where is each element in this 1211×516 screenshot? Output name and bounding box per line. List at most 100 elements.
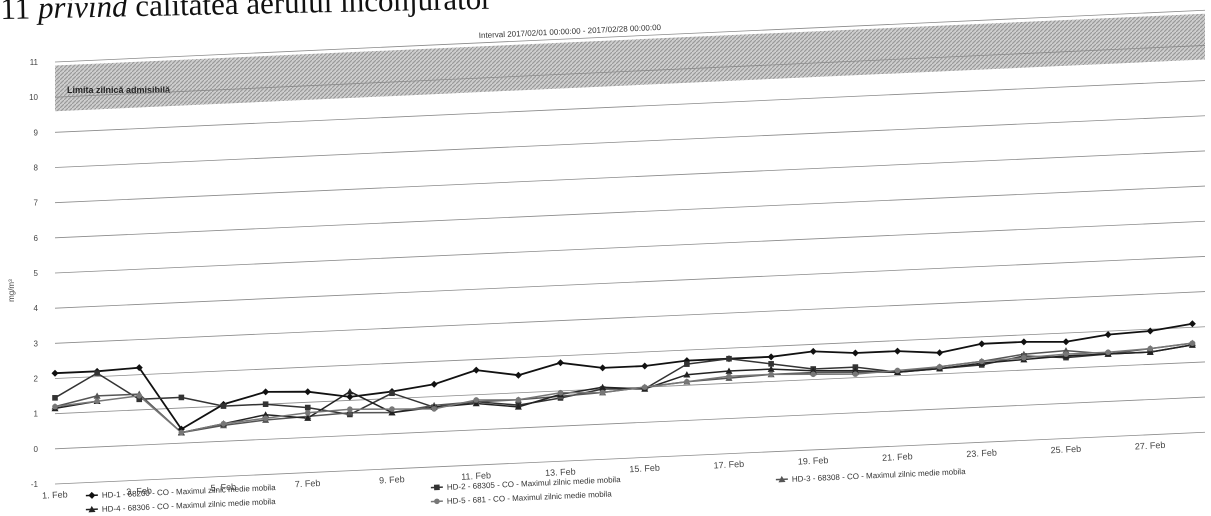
data-point [641, 384, 648, 390]
data-point [431, 406, 437, 412]
data-point [684, 361, 690, 367]
y-tick-label: 9 [34, 128, 39, 137]
data-point [1105, 349, 1111, 356]
data-point [178, 429, 185, 436]
data-point [852, 364, 859, 370]
data-point [767, 353, 775, 361]
data-point [434, 498, 440, 505]
legend-label: HD-4 - 68306 - CO - Maximul zilnic medie… [102, 497, 277, 514]
y-tick-label: 8 [34, 164, 39, 173]
data-point [88, 491, 96, 499]
x-tick-label: 3. Feb [126, 486, 152, 497]
gridline [54, 185, 1206, 239]
data-point [136, 393, 143, 399]
data-point [809, 367, 817, 374]
data-point [1063, 351, 1069, 357]
gridline [54, 396, 1206, 450]
x-tick-label: 7. Feb [295, 478, 321, 489]
y-tick-label: 11 [30, 58, 39, 67]
y-tick-label: 0 [34, 445, 39, 454]
data-point [346, 388, 354, 395]
data-point [893, 347, 901, 355]
limit-band [55, 13, 1205, 112]
data-point [1104, 331, 1112, 339]
data-point [936, 364, 943, 370]
data-point [978, 340, 986, 348]
y-tick-label: 6 [34, 234, 39, 243]
data-point [51, 369, 59, 377]
x-tick-label: 11. Feb [461, 470, 491, 482]
data-point [514, 371, 522, 379]
data-point [94, 370, 100, 376]
series-line [54, 342, 1193, 434]
series-line [54, 344, 1193, 416]
data-point [262, 401, 269, 407]
data-point [557, 389, 564, 396]
data-point [388, 409, 396, 416]
data-point [262, 415, 269, 422]
gridline [54, 431, 1206, 485]
data-point [851, 367, 859, 374]
data-point [894, 367, 901, 374]
data-point [304, 410, 311, 416]
y-tick-label: 4 [34, 304, 39, 313]
data-point [304, 404, 311, 411]
y-tick-label: 3 [34, 339, 39, 348]
y-tick-label: 2 [34, 375, 39, 384]
data-point [433, 484, 440, 491]
data-point [767, 365, 775, 372]
gridline [54, 326, 1206, 379]
data-point [1146, 327, 1154, 335]
x-tick-label: 23. Feb [966, 448, 997, 460]
data-point [389, 406, 395, 412]
data-point [851, 349, 859, 357]
data-point [768, 361, 774, 367]
legend-label: HD-5 - 681 - CO - Maximul zilnic medie m… [447, 489, 613, 505]
data-point [346, 393, 354, 401]
data-point [473, 397, 480, 403]
data-point [347, 406, 353, 412]
data-point [514, 403, 522, 410]
data-point [1020, 350, 1028, 358]
data-point [810, 371, 817, 378]
data-point [936, 349, 944, 357]
data-point [978, 358, 985, 365]
data-point [52, 395, 58, 401]
y-tick-label: 7 [34, 199, 39, 208]
x-tick-label: 27. Feb [1135, 440, 1166, 452]
data-point [599, 389, 606, 396]
data-point [262, 388, 270, 396]
x-tick-label: 15. Feb [629, 463, 660, 475]
data-point [852, 371, 859, 377]
y-tick-label: 1 [34, 410, 39, 419]
gridline [54, 291, 1206, 344]
data-point [304, 388, 312, 396]
data-point [725, 367, 733, 374]
legend-label: HD-3 - 68308 - CO - Maximul zilnic medie… [792, 467, 967, 484]
data-point [1188, 320, 1196, 328]
data-point [641, 362, 649, 370]
data-point [262, 411, 270, 418]
data-point [599, 364, 607, 372]
data-point [778, 475, 786, 483]
data-point [1021, 354, 1027, 361]
legend-item: HD-3 - 68308 - CO - Maximul zilnic medie… [775, 467, 967, 484]
x-tick-label: 13. Feb [545, 466, 576, 478]
data-point [220, 420, 227, 427]
y-tick-label: -1 [31, 480, 39, 489]
data-point [726, 355, 732, 362]
data-point [472, 400, 480, 407]
data-point [556, 359, 564, 367]
limit-label: Limita zilnică admisibilă [67, 85, 171, 95]
chart-subtitle: Interval 2017/02/01 00:00:00 - 2017/02/2… [479, 23, 662, 40]
data-point [515, 397, 522, 403]
x-tick-label: 9. Feb [379, 474, 405, 485]
x-tick-label: 21. Feb [882, 451, 913, 463]
data-point [1062, 338, 1070, 346]
data-point [1020, 338, 1028, 346]
gridline [54, 80, 1206, 133]
gridline [54, 9, 1206, 63]
y-tick-label: 5 [34, 269, 39, 278]
data-point [93, 392, 101, 399]
